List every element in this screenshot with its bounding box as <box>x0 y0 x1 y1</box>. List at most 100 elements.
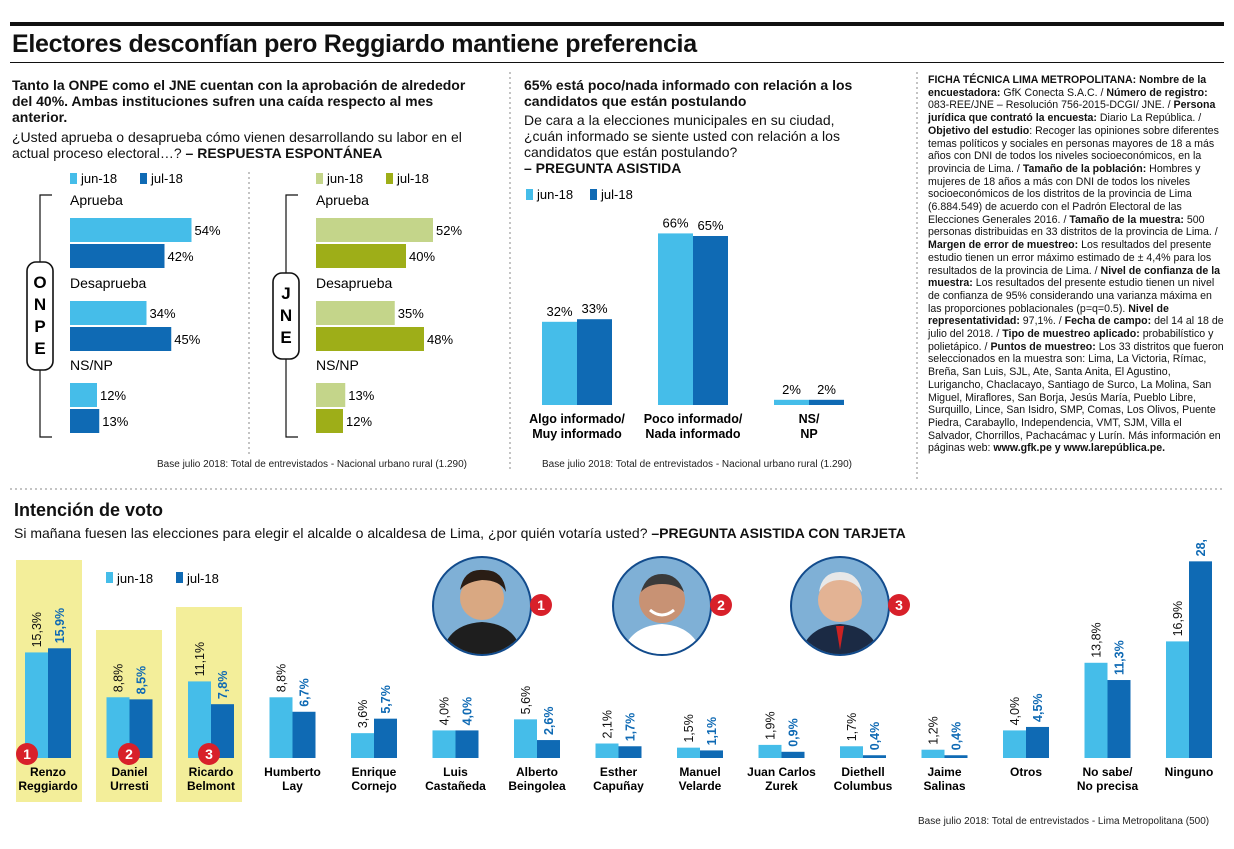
vote-category-label: Enrique <box>352 765 397 779</box>
ficha-p8-label: Nivel de confianza de la muestra: <box>928 264 1221 290</box>
section3-base: Base julio 2018: Total de entrevistados … <box>918 816 1210 827</box>
belmont-portrait-icon <box>800 572 880 654</box>
photo-reggiardo <box>432 556 532 656</box>
jne-category-label: Aprueba <box>316 192 369 208</box>
vote-category-label: Renzo <box>30 765 66 779</box>
vote-bar <box>758 744 782 758</box>
section1-base: Base julio 2018: Total de entrevistados … <box>157 459 467 470</box>
vote-bar-value: 0,4% <box>868 722 882 751</box>
ficha-p1-label: FICHA TÉCNICA LIMA METROPOLITANA: Nombre… <box>928 74 1207 99</box>
vote-legend-label-0: jun-18 <box>116 571 153 586</box>
info-category-label: NS/ <box>799 412 820 426</box>
vote-bar <box>514 719 537 758</box>
info-legend-swatch-0 <box>526 189 533 200</box>
jne-title-letter: E <box>280 328 291 347</box>
vote-category-label: Urresti <box>110 779 149 793</box>
ficha-p2: 083-REE/JNE – Resolución 756-2015-DCGI/ … <box>928 99 1174 112</box>
rank-badge-reggiardo: 1 <box>16 743 38 765</box>
vote-bar-value: 5,6% <box>519 686 533 715</box>
onpe-title-badge <box>26 261 54 371</box>
ficha-p11: probabilístico y polietápico. / <box>928 328 1214 353</box>
ficha-p9-label: Nivel de representatividad: <box>928 302 1169 328</box>
vote-category-label: Belmont <box>187 779 235 793</box>
vote-bar-value: 1,9% <box>764 711 778 740</box>
ficha-p12: Los 33 distritos que fueron seleccionado… <box>928 340 1224 455</box>
ficha-p2-label: Número de registro: <box>1106 86 1208 99</box>
top-rule <box>10 22 1224 26</box>
vote-category-label: Zurek <box>765 779 798 793</box>
section3-question-text: Si mañana fuesen las elecciones para ele… <box>14 525 648 541</box>
vote-bar <box>129 699 153 758</box>
section1-question-text: ¿Usted aprueba o desaprueba cómo vienen … <box>12 129 462 161</box>
info-category-label: NP <box>800 427 817 441</box>
info-bar-value: 66% <box>662 215 688 230</box>
vote-bar-value: 0,4% <box>950 722 964 751</box>
rank-badge-2: 2 <box>710 594 732 616</box>
onpe-bar <box>70 409 100 433</box>
vote-bar-value: 1,5% <box>682 714 696 743</box>
badge-wrap-1: 1 <box>16 743 38 765</box>
onpe-title-letter: O <box>33 273 46 292</box>
vote-category-label: Juan Carlos <box>747 765 816 779</box>
ficha-tecnica: FICHA TÉCNICA LIMA METROPOLITANA: Nombre… <box>928 74 1224 455</box>
vote-bar <box>595 743 619 758</box>
section2-headline: 65% está poco/nada informado con relació… <box>524 77 853 109</box>
vote-bar <box>863 755 886 758</box>
badge-wrap-2: 2 <box>118 743 140 765</box>
info-legend-label-1: jul-18 <box>600 187 633 202</box>
ficha-p5-label: Tamaño de la población: <box>1022 162 1147 175</box>
vote-bar-value: 8,8% <box>275 664 289 693</box>
ficha-p11-label: Tipo de muestreo aplicado: <box>1002 328 1140 341</box>
vote-category-label: No sabe/ <box>1082 765 1133 779</box>
vote-bar <box>1107 680 1131 758</box>
onpe-title-letter: P <box>34 317 45 336</box>
vote-bar-value: 4,0% <box>461 697 475 726</box>
vote-bar <box>537 740 560 758</box>
vote-bar <box>455 730 479 758</box>
vote-bar <box>840 746 863 758</box>
info-legend-label-0: jun-18 <box>536 187 573 202</box>
jne-bar <box>316 218 433 242</box>
vote-bar <box>269 697 293 758</box>
vote-bar-value: 2,1% <box>601 710 615 739</box>
title-rule <box>10 62 1224 63</box>
jne-bar-value: 35% <box>398 306 424 321</box>
info-legend-swatch-1 <box>590 189 597 200</box>
vote-category-label: Humberto <box>264 765 321 779</box>
section1-question: ¿Usted aprueba o desaprueba cómo vienen … <box>12 129 492 161</box>
jne-bar <box>316 301 395 325</box>
info-bar <box>693 236 728 405</box>
jne-bar-value: 48% <box>427 332 453 347</box>
vote-bar <box>921 749 945 758</box>
vote-bar-value: 6,7% <box>298 678 312 707</box>
onpe-bar <box>70 244 165 268</box>
info-bar-value: 2% <box>782 382 801 397</box>
vote-bar <box>1003 730 1026 758</box>
ficha-p7: Los resultados del presente estudio tien… <box>928 239 1212 277</box>
ficha-p4-label: Objetivo del estudio <box>928 124 1030 137</box>
vote-bar-value: 1,1% <box>705 717 719 746</box>
vote-bar-value: 4,0% <box>438 697 452 726</box>
info-category-label: Nada informado <box>645 427 741 441</box>
vote-bar <box>1084 662 1108 758</box>
vote-category-label: Manuel <box>679 765 720 779</box>
info-bar-value: 65% <box>697 218 723 233</box>
onpe-bar-value: 12% <box>100 388 126 403</box>
vote-bar-value: 1,7% <box>845 713 859 742</box>
vote-bar <box>677 747 700 758</box>
onpe-bar <box>70 383 97 407</box>
info-bar <box>542 321 577 405</box>
vote-bar <box>292 711 316 758</box>
jne-bar <box>316 383 346 407</box>
onpe-title-letter: E <box>34 339 45 358</box>
vote-bar <box>48 648 71 758</box>
onpe-legend-swatch-1 <box>140 173 147 184</box>
vote-category-label: Otros <box>1010 765 1042 779</box>
vote-legend-swatch-1 <box>176 572 183 583</box>
jne-title-badge <box>272 272 300 360</box>
vote-bar <box>211 704 234 758</box>
section3-question: Si mañana fuesen las elecciones para ele… <box>14 525 1014 541</box>
info-bar-value: 32% <box>546 304 572 319</box>
ficha-p6-label: Tamaño de la muestra: <box>1069 213 1184 226</box>
ficha-p4: : Recoger las opiniones sobre diferentes… <box>928 124 1219 175</box>
